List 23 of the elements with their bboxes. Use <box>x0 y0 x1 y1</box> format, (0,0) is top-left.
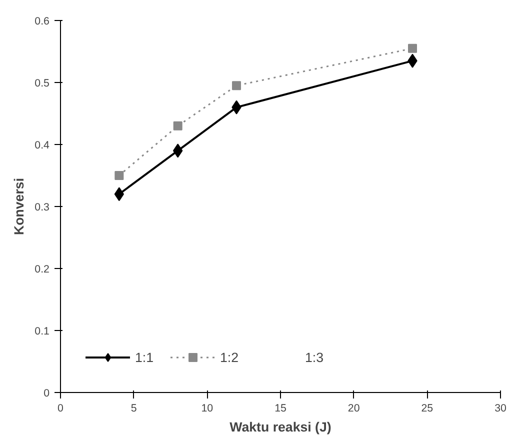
x-axis-title: Waktu reaksi (J) <box>230 420 332 434</box>
text: 1:3 <box>305 350 325 364</box>
point <box>114 171 124 180</box>
point <box>232 81 241 90</box>
y-tick-label: 0 <box>44 388 50 400</box>
x-tick-label: 10 <box>201 402 214 414</box>
y-tick-label: 0.1 <box>34 326 50 338</box>
x-tick-label: 5 <box>130 402 137 414</box>
point <box>173 121 182 130</box>
y-tick-label: 0.2 <box>34 264 50 276</box>
x-tick-label: 30 <box>494 402 506 414</box>
x-tick-label: 20 <box>348 402 360 414</box>
y-axis-title: Konversi <box>12 178 27 236</box>
point <box>408 44 417 53</box>
y-tick-label: 0.4 <box>34 140 50 152</box>
x-tick-label: 0 <box>58 402 64 414</box>
legend-label: 1:1 <box>135 350 155 364</box>
y-tick-label: 0.3 <box>34 202 50 214</box>
x-tick-label: 25 <box>421 402 434 414</box>
y-tick-label: 0.5 <box>34 78 50 90</box>
y-tick-label: 0.6 <box>34 16 50 28</box>
legend-label: 1:2 <box>220 350 240 364</box>
x-tick-label: 15 <box>274 402 286 414</box>
